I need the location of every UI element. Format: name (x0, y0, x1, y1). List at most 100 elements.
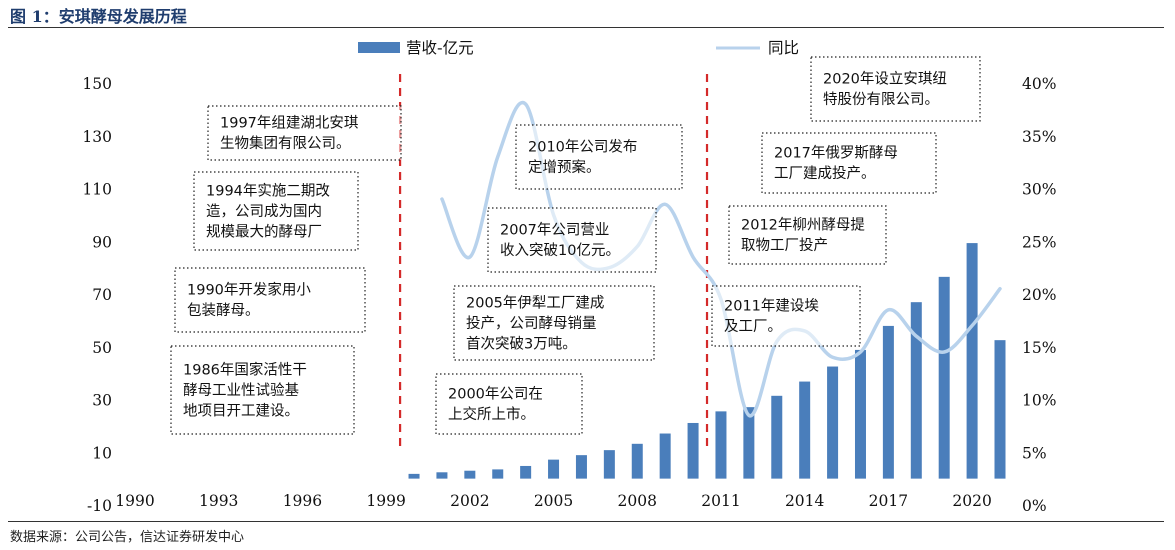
y-left-tick-label: 70 (92, 286, 112, 304)
y-right-tick-label: 0% (1022, 497, 1047, 515)
note-box (515, 124, 683, 190)
y-left-tick-label: 110 (82, 181, 112, 199)
x-tick-label: 1993 (199, 492, 238, 510)
x-tick-label: 2011 (701, 492, 740, 510)
note-line: 造，公司成为国内 (206, 203, 322, 220)
y-left-tick-label: 150 (82, 75, 112, 93)
note-line: 包装酵母。 (187, 302, 260, 319)
revenue-bar (938, 276, 950, 479)
revenue-bar (966, 243, 978, 479)
y-left-tick-label: 90 (92, 233, 112, 251)
x-tick-label: 2020 (952, 492, 991, 510)
revenue-bar (520, 465, 532, 479)
note-line: 生物集团有限公司。 (220, 135, 351, 152)
y-right-tick-label: 35% (1022, 128, 1056, 146)
note-box (761, 132, 937, 194)
x-axis-ticks: 1990 1993 1996 1999 2002 2005 2008 2011 2014 2017… (115, 492, 992, 510)
note-line: 1997年组建湖北安琪 (220, 115, 358, 132)
revenue-bar (659, 433, 671, 479)
note-line: 工厂建成投产。 (774, 165, 876, 182)
note-line: 首次突破3万吨。 (466, 335, 577, 352)
note-line: 2017年俄罗斯酵母 (774, 145, 898, 162)
revenue-bar (548, 459, 560, 479)
revenue-bar (743, 407, 755, 479)
y-left-tick-label: -10 (87, 497, 112, 515)
note-box (810, 56, 981, 122)
note-box (711, 285, 861, 347)
note-line: 特股份有限公司。 (823, 91, 939, 108)
revenue-bar (408, 473, 420, 479)
right-axis-ticks: 0% 5% 10% 15% 20% 25% 30% 35% 40% (1022, 75, 1056, 515)
chart-legend: 营收-亿元 同比 (358, 39, 799, 57)
note-line: 收入突破10亿元。 (500, 242, 620, 259)
y-left-tick-label: 50 (92, 339, 112, 357)
source-note: 数据来源：公司公告，信达证券研发中心 (10, 530, 245, 545)
bottom-rule (8, 521, 1164, 522)
y-right-tick-label: 20% (1022, 286, 1056, 304)
note-box (193, 171, 359, 251)
x-tick-label: 2005 (534, 492, 573, 510)
note-line: 酵母工业性试验基 (183, 382, 299, 399)
left-axis-ticks: -10 10 30 50 70 90 110 130 150 (82, 75, 112, 515)
y-right-tick-label: 40% (1022, 75, 1056, 93)
note-line: 取物工厂投产 (741, 237, 828, 254)
note-line: 规模最大的酵母厂 (206, 223, 322, 240)
x-tick-label: 2017 (869, 492, 908, 510)
legend-bar-swatch (358, 42, 400, 53)
y-right-tick-label: 15% (1022, 339, 1056, 357)
revenue-bar (827, 366, 839, 479)
note-box (170, 345, 355, 435)
note-line: 2000年公司在 (448, 386, 543, 403)
note-line: 2020年设立安琪纽 (823, 71, 947, 88)
revenue-growth-chart: 营收-亿元 同比 -10 10 30 50 70 90 110 130 150 0% 5% 10% 1… (82, 39, 1056, 515)
revenue-bar (882, 325, 894, 479)
revenue-bar (436, 472, 448, 479)
note-line: 1990年开发家用小 (187, 282, 311, 299)
revenue-bar (910, 302, 922, 479)
revenue-bar (603, 450, 615, 479)
note-line: 1994年实施二期改 (206, 182, 330, 199)
note-line: 上交所上市。 (448, 405, 535, 423)
revenue-bar (799, 381, 811, 479)
revenue-bar (575, 455, 587, 479)
revenue-bars (408, 243, 1006, 479)
note-box (435, 373, 583, 435)
legend-line-label: 同比 (768, 39, 799, 57)
note-line: 定增预案。 (528, 158, 601, 176)
revenue-bar (771, 395, 783, 479)
x-tick-label: 1996 (283, 492, 322, 510)
note-box (487, 207, 657, 273)
note-line: 及工厂。 (724, 319, 782, 335)
y-left-tick-label: 130 (82, 128, 112, 146)
revenue-bar (854, 349, 866, 479)
x-tick-label: 1999 (366, 492, 405, 510)
y-right-tick-label: 30% (1022, 181, 1056, 199)
note-line: 2005年伊犁工厂建成 (466, 294, 604, 311)
top-rule (8, 27, 1164, 28)
note-line: 1986年国家活性干 (183, 361, 307, 378)
x-tick-label: 2002 (450, 492, 489, 510)
figure-title: 图 1：安琪酵母发展历程 (10, 7, 187, 26)
note-line: 投产，公司酵母销量 (466, 315, 597, 332)
x-tick-label: 1990 (115, 492, 154, 510)
legend-bar-label: 营收-亿元 (406, 39, 474, 57)
revenue-bar (464, 470, 476, 479)
note-line: 2010年公司发布 (528, 139, 637, 156)
revenue-bar (994, 340, 1006, 479)
note-line: 地项目开工建设。 (183, 402, 299, 419)
note-line: 2007年公司营业 (500, 222, 609, 239)
revenue-bar (631, 443, 643, 479)
y-left-tick-label: 30 (92, 392, 112, 410)
note-box (728, 205, 887, 265)
note-box (207, 105, 402, 161)
